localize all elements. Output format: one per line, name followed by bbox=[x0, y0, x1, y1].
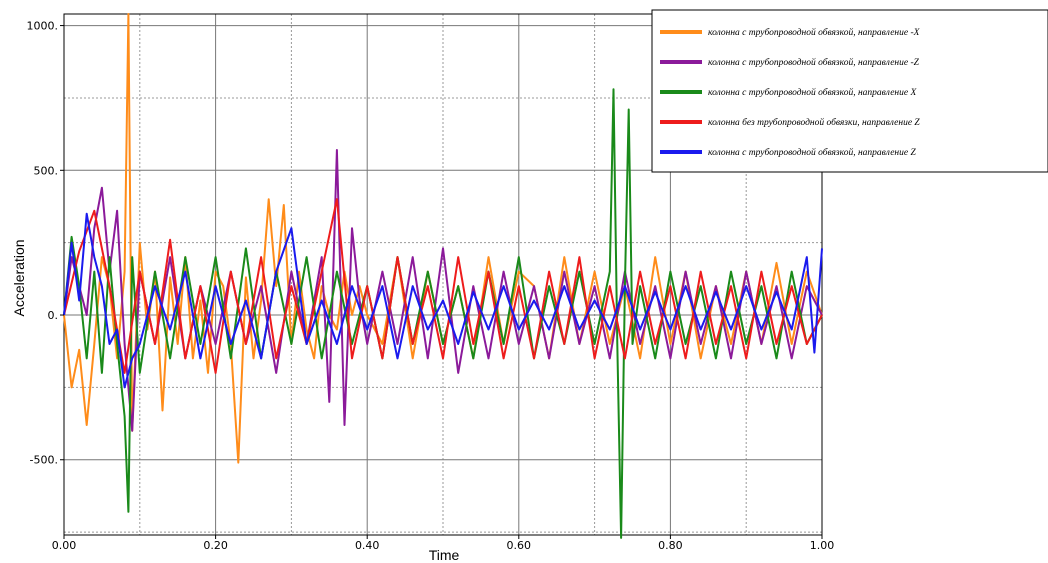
series-layer bbox=[63, 13, 823, 539]
series-line-4 bbox=[63, 198, 823, 374]
legend-label-2: колонна с трубопроводной обвязкой, напра… bbox=[708, 57, 920, 68]
y-tick-label: 500. bbox=[34, 164, 59, 177]
plot-frame bbox=[63, 13, 823, 536]
legend: колонна с трубопроводной обвязкой, напра… bbox=[651, 9, 1048, 173]
x-tick-label: 0.20 bbox=[203, 539, 228, 552]
series-line-3 bbox=[63, 88, 823, 539]
legend-label-1: колонна с трубопроводной обвязкой, напра… bbox=[708, 27, 921, 38]
legend-label-5: колонна с трубопроводной обвязкой, напра… bbox=[708, 147, 916, 158]
legend-label-3: колонна с трубопроводной обвязкой, напра… bbox=[708, 87, 917, 98]
y-tick-label: -500. bbox=[30, 454, 58, 467]
x-axis-label: Time bbox=[429, 547, 460, 563]
x-tick-label: 0.60 bbox=[507, 539, 532, 552]
x-tick-label: 0.80 bbox=[658, 539, 683, 552]
y-axis-label: Acceleration bbox=[11, 239, 27, 316]
series-line-1 bbox=[63, 13, 823, 464]
legend-box bbox=[651, 9, 1048, 173]
y-tick-label: 1000. bbox=[27, 20, 59, 33]
x-tick-label: 0.00 bbox=[52, 539, 77, 552]
y-axis-ticks: -500. 0. 500. 1000. bbox=[27, 20, 64, 467]
y-tick-label: 0. bbox=[48, 309, 59, 322]
plot-border bbox=[63, 13, 823, 536]
series-line-5 bbox=[63, 212, 823, 389]
x-tick-label: 1.00 bbox=[810, 539, 835, 552]
x-axis-ticks: 0.00 0.20 0.40 0.60 0.80 1.00 bbox=[52, 535, 835, 552]
legend-label-4: колонна без трубопроводной обвязки, напр… bbox=[708, 117, 920, 128]
x-tick-label: 0.40 bbox=[355, 539, 380, 552]
